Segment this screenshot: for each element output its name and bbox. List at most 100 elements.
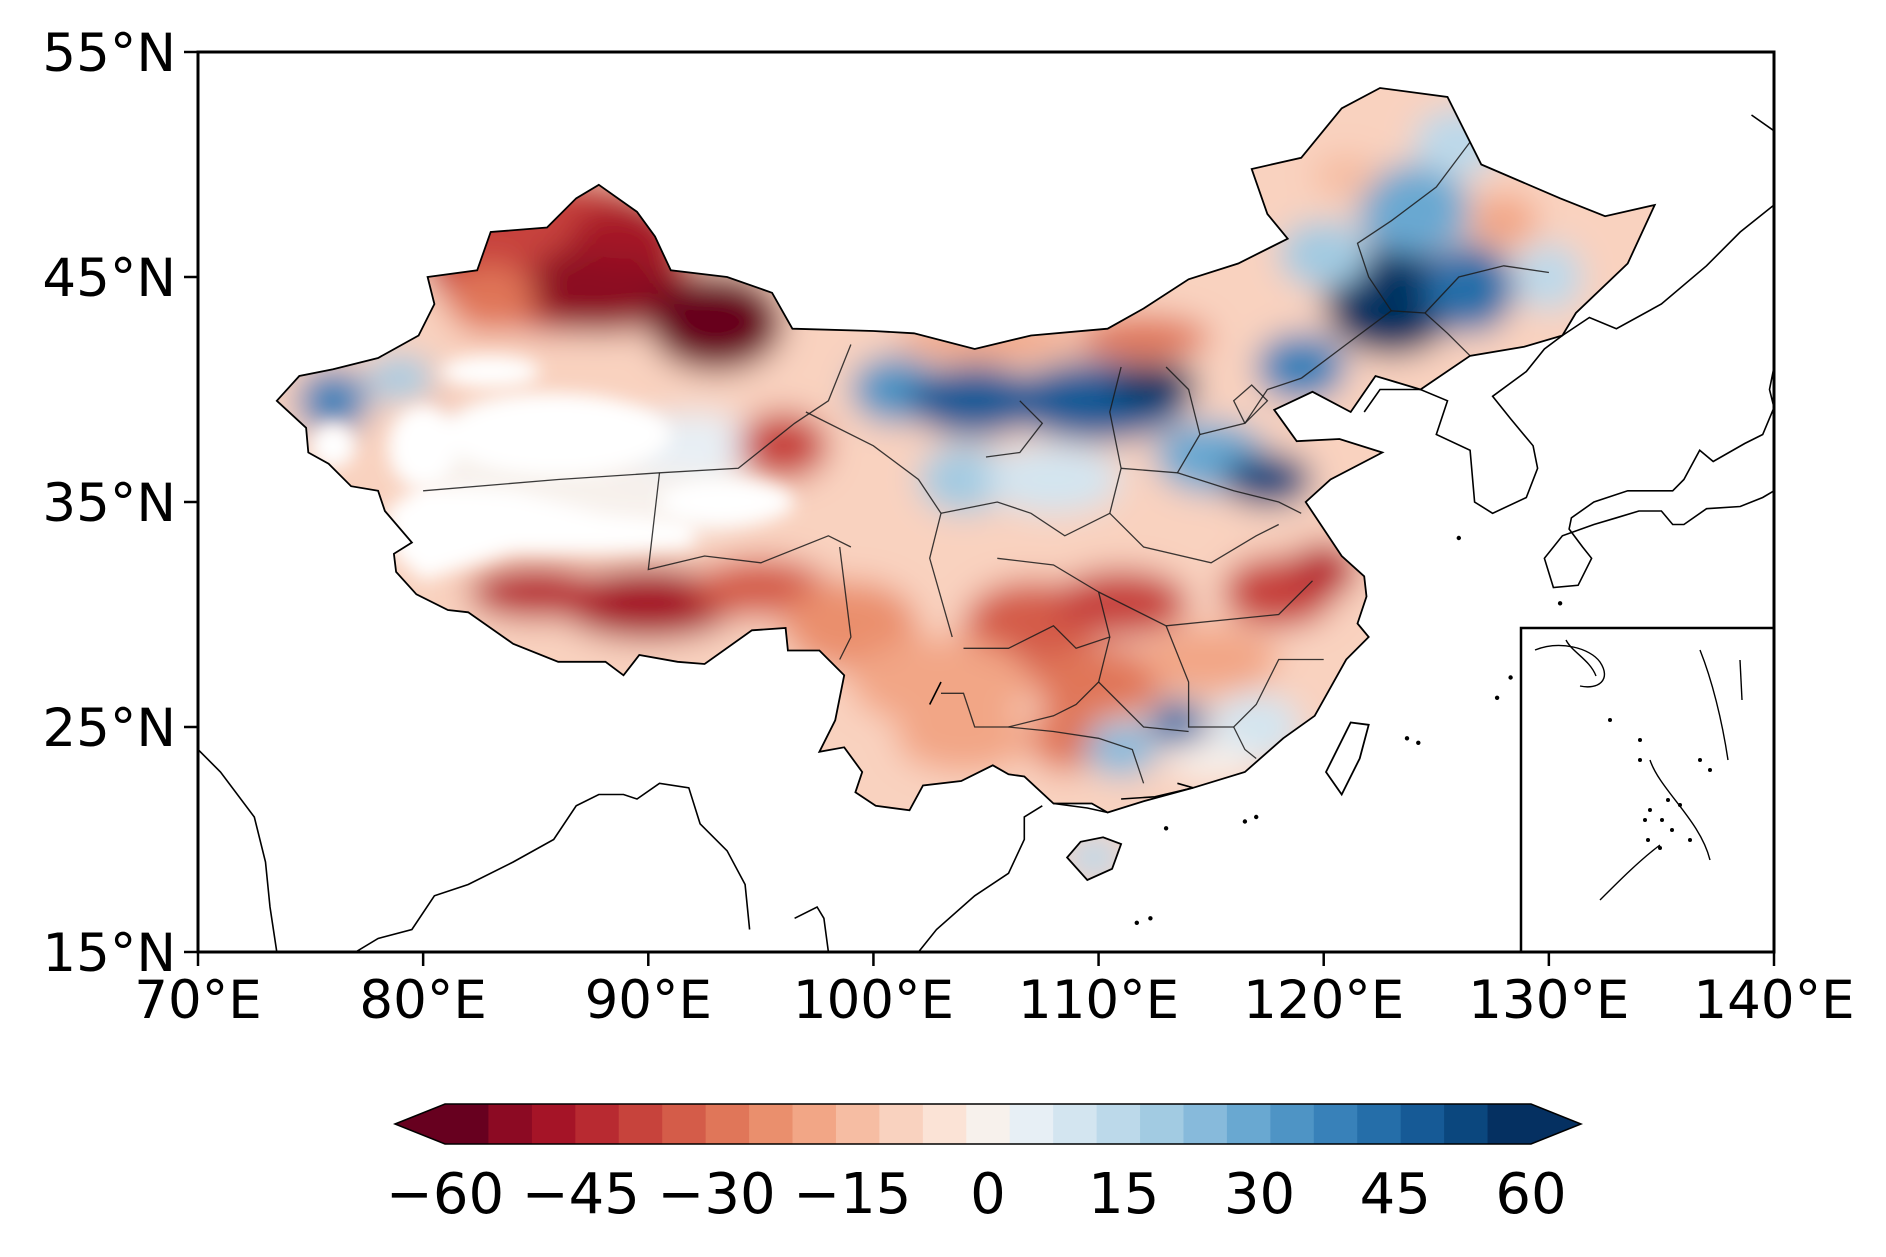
province-border [1098,681,1189,733]
colorbar-segment [1313,1104,1358,1144]
island [1456,535,1462,541]
colorbar-extend-low [395,1104,445,1144]
colorbar-segment [575,1104,620,1144]
province-border [1232,384,1269,424]
province-border [963,557,1111,650]
coastline [1561,204,1774,337]
coastline [1543,366,1774,589]
colorbar-tick-label: 15 [1088,1162,1159,1227]
colorbar-segment [445,1104,490,1144]
province-border [1098,580,1313,627]
colorbar-segment [792,1104,837,1144]
inset-island [1646,838,1650,842]
colorbar-segment [1096,1104,1141,1144]
island [1508,675,1513,680]
china-outline [275,87,1657,882]
inset-island [1608,718,1612,722]
inset-island [1708,768,1712,772]
colorbar-segment [705,1104,750,1144]
colorbar-tick-label: 45 [1360,1162,1431,1227]
coastline [198,748,278,952]
colorbar-tick-label: 0 [970,1162,1006,1227]
y-tick-label: 25°N [42,698,176,759]
island [1134,920,1140,925]
inset-island [1688,838,1692,842]
colorbar: −60 −45 −30 −15 0 15 30 45 60 [386,1103,1584,1227]
colorbar-segment [1444,1104,1489,1144]
y-tick-label: 45°N [42,248,176,309]
colorbar-extend-high [1531,1104,1581,1144]
colorbar-segment [966,1104,1011,1144]
colorbar-tick-label: −45 [522,1162,640,1227]
colorbar-tick-label: −60 [386,1162,504,1227]
island [1494,695,1500,700]
province-border [940,366,1122,537]
colorbar-segment [1183,1104,1228,1144]
colorbar-segment [1009,1104,1054,1144]
latitude-axis: 55°N 45°N 35°N 25°N 15°N [42,23,198,984]
y-tick-label: 55°N [42,23,176,84]
x-tick-label: 110°E [1018,970,1179,1031]
inset-island [1670,828,1674,832]
island [1416,740,1421,745]
inset-island [1638,738,1642,742]
colorbar-outline [392,1103,1584,1145]
map-panel [196,50,1776,954]
x-tick-label: 140°E [1693,970,1854,1031]
longitude-axis: 70°E 80°E 90°E 100°E 110°E 120°E 130°E 140°E [134,952,1855,1031]
coastline [928,681,942,705]
inset-island [1648,808,1652,812]
colorbar-segment [1226,1104,1271,1144]
colorbar-segment [749,1104,794,1144]
province-border [1177,472,1302,514]
province-border [1109,512,1279,564]
inset-island [1658,846,1662,850]
province-border [1199,377,1302,436]
island [1254,814,1259,820]
colorbar-tick-label: −15 [793,1162,911,1227]
x-tick-label: 80°E [359,970,486,1031]
inset-islands [1608,718,1712,850]
colorbar-segment [618,1104,663,1144]
colorbar-segment [488,1104,533,1144]
inset-island [1678,803,1682,807]
inset-island [1660,818,1664,822]
colorbar-segment [1140,1104,1185,1144]
coastline [1363,334,1563,515]
province-border [1356,141,1471,312]
province-border [1300,310,1471,379]
inset-frame [1519,626,1776,954]
colorbar-segment [1053,1104,1098,1144]
colorbar-segment [531,1104,576,1144]
coastline [1751,114,1774,132]
y-tick-label: 15°N [42,923,176,984]
x-tick-label: 130°E [1468,970,1629,1031]
colorbar-segment [662,1104,707,1144]
province-border [1233,726,1257,760]
inset-island [1698,758,1702,762]
x-tick-label: 100°E [793,970,954,1031]
province-border [1424,265,1549,314]
coastlines [198,114,1774,952]
colorbar-tick-label: −30 [657,1162,775,1227]
x-tick-label: 70°E [134,970,261,1031]
inset-island [1638,758,1642,762]
colorbar-tick-label: 30 [1224,1162,1295,1227]
coastline [1177,782,1194,789]
colorbar-segment [1270,1104,1315,1144]
coastline [1053,802,1108,814]
coastline [198,749,199,817]
south-china-sea-inset [1519,626,1776,954]
province-border [941,636,1111,728]
island [1557,601,1563,606]
colorbar-segment [879,1104,924,1144]
colorbar-segment [1357,1104,1402,1144]
province-border [839,546,852,660]
colorbar-segment [835,1104,880,1144]
coastline [917,805,1043,952]
y-tick-label: 35°N [42,473,176,534]
island [1242,819,1248,824]
x-tick-label: 90°E [585,970,712,1031]
island [1404,736,1410,741]
